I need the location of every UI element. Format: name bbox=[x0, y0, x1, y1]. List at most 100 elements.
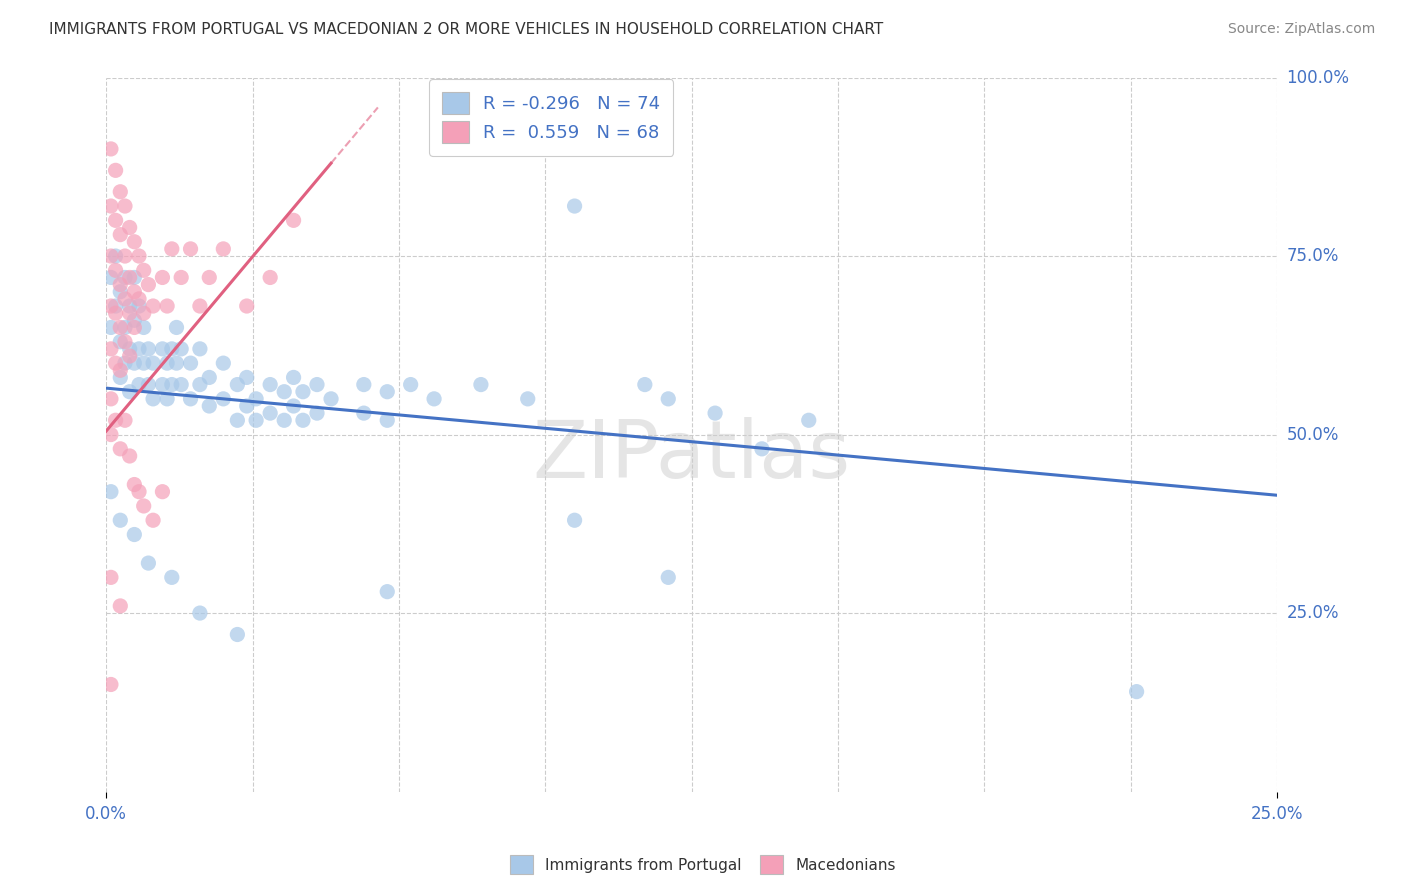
Point bbox=[124, 313, 146, 327]
Point bbox=[100, 320, 122, 334]
Point bbox=[132, 306, 155, 320]
Point bbox=[156, 356, 179, 370]
Point bbox=[704, 406, 727, 420]
Point bbox=[423, 392, 446, 406]
Point bbox=[152, 342, 174, 356]
Point bbox=[634, 377, 657, 392]
Point bbox=[142, 392, 165, 406]
Point bbox=[110, 227, 132, 242]
Point bbox=[188, 606, 211, 620]
Point bbox=[198, 370, 221, 384]
Point bbox=[166, 356, 188, 370]
Point bbox=[132, 263, 155, 277]
Point bbox=[110, 320, 132, 334]
Point bbox=[114, 249, 136, 263]
Point bbox=[100, 299, 122, 313]
Point bbox=[100, 199, 122, 213]
Text: IMMIGRANTS FROM PORTUGAL VS MACEDONIAN 2 OR MORE VEHICLES IN HOUSEHOLD CORRELATI: IMMIGRANTS FROM PORTUGAL VS MACEDONIAN 2… bbox=[49, 22, 883, 37]
Point bbox=[118, 306, 141, 320]
Point bbox=[110, 334, 132, 349]
Point bbox=[104, 413, 127, 427]
Point bbox=[100, 270, 122, 285]
Point bbox=[353, 377, 375, 392]
Point bbox=[132, 320, 155, 334]
Point bbox=[142, 513, 165, 527]
Point bbox=[170, 377, 193, 392]
Point bbox=[118, 270, 141, 285]
Point bbox=[142, 299, 165, 313]
Point bbox=[160, 570, 183, 584]
Point bbox=[283, 213, 305, 227]
Point bbox=[124, 356, 146, 370]
Point bbox=[114, 199, 136, 213]
Point bbox=[375, 584, 398, 599]
Point bbox=[291, 384, 314, 399]
Point bbox=[114, 320, 136, 334]
Point bbox=[104, 163, 127, 178]
Point bbox=[305, 406, 328, 420]
Point bbox=[319, 392, 342, 406]
Point bbox=[156, 299, 179, 313]
Point bbox=[114, 413, 136, 427]
Point bbox=[235, 370, 257, 384]
Point bbox=[245, 392, 267, 406]
Point bbox=[138, 556, 160, 570]
Point bbox=[124, 320, 146, 334]
Point bbox=[118, 220, 141, 235]
Point bbox=[283, 399, 305, 413]
Point bbox=[138, 277, 160, 292]
Point bbox=[375, 413, 398, 427]
Point bbox=[138, 377, 160, 392]
Point bbox=[128, 484, 150, 499]
Point bbox=[152, 484, 174, 499]
Text: Source: ZipAtlas.com: Source: ZipAtlas.com bbox=[1227, 22, 1375, 37]
Point bbox=[353, 406, 375, 420]
Point bbox=[152, 270, 174, 285]
Point bbox=[100, 427, 122, 442]
Point bbox=[188, 342, 211, 356]
Point bbox=[100, 570, 122, 584]
Point bbox=[226, 627, 249, 641]
Point bbox=[104, 299, 127, 313]
Point bbox=[212, 242, 235, 256]
Point bbox=[273, 413, 295, 427]
Text: 100.0%: 100.0% bbox=[1286, 69, 1350, 87]
Point bbox=[124, 527, 146, 541]
Point bbox=[128, 377, 150, 392]
Point bbox=[305, 377, 328, 392]
Point bbox=[100, 392, 122, 406]
Point bbox=[160, 377, 183, 392]
Point bbox=[399, 377, 422, 392]
Point bbox=[166, 320, 188, 334]
Point bbox=[100, 677, 122, 691]
Point bbox=[152, 377, 174, 392]
Point bbox=[657, 392, 679, 406]
Text: 50.0%: 50.0% bbox=[1286, 425, 1339, 443]
Point bbox=[212, 392, 235, 406]
Point bbox=[226, 413, 249, 427]
Point bbox=[100, 249, 122, 263]
Point bbox=[235, 399, 257, 413]
Point bbox=[118, 299, 141, 313]
Point bbox=[142, 356, 165, 370]
Point bbox=[188, 377, 211, 392]
Point bbox=[114, 270, 136, 285]
Point bbox=[104, 306, 127, 320]
Point bbox=[132, 499, 155, 513]
Point bbox=[114, 356, 136, 370]
Point bbox=[114, 334, 136, 349]
Point bbox=[259, 406, 281, 420]
Point bbox=[128, 249, 150, 263]
Point bbox=[797, 413, 820, 427]
Point bbox=[375, 384, 398, 399]
Point bbox=[160, 242, 183, 256]
Point bbox=[110, 285, 132, 299]
Point bbox=[160, 342, 183, 356]
Point bbox=[100, 484, 122, 499]
Point bbox=[110, 370, 132, 384]
Point bbox=[180, 242, 202, 256]
Point bbox=[751, 442, 773, 456]
Point bbox=[180, 392, 202, 406]
Point bbox=[564, 199, 586, 213]
Text: 75.0%: 75.0% bbox=[1286, 247, 1339, 265]
